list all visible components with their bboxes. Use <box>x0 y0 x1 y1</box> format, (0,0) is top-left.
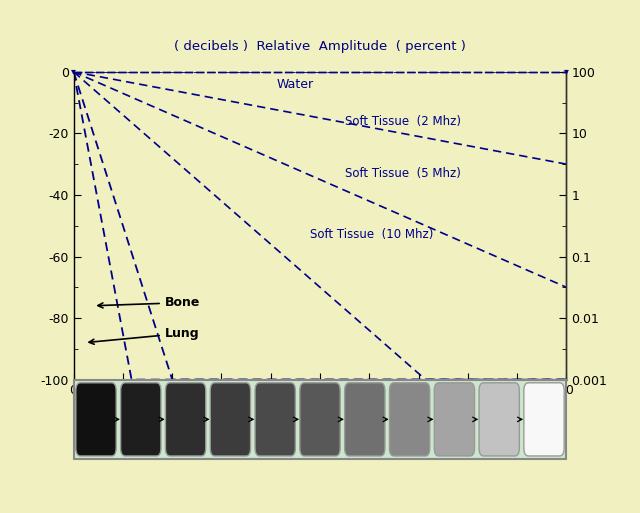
FancyBboxPatch shape <box>389 383 430 456</box>
FancyBboxPatch shape <box>255 383 295 456</box>
Text: Bone: Bone <box>98 296 200 309</box>
FancyBboxPatch shape <box>524 383 564 456</box>
FancyBboxPatch shape <box>120 383 161 456</box>
Text: Soft Tissue  (5 Mhz): Soft Tissue (5 Mhz) <box>345 167 461 180</box>
X-axis label: Distance (cm): Distance (cm) <box>260 439 380 454</box>
FancyBboxPatch shape <box>76 383 116 456</box>
FancyBboxPatch shape <box>300 383 340 456</box>
Text: ▾: ▾ <box>71 66 76 76</box>
FancyBboxPatch shape <box>210 383 250 456</box>
FancyBboxPatch shape <box>479 383 520 456</box>
FancyBboxPatch shape <box>435 383 475 456</box>
Text: Soft Tissue  (10 Mhz): Soft Tissue (10 Mhz) <box>310 228 433 242</box>
FancyBboxPatch shape <box>344 383 385 456</box>
Text: Lung: Lung <box>89 327 200 344</box>
Text: ( decibels )  Relative  Amplitude  ( percent ): ( decibels ) Relative Amplitude ( percen… <box>174 40 466 53</box>
Text: ▾: ▾ <box>564 66 569 76</box>
Text: Soft Tissue  (2 Mhz): Soft Tissue (2 Mhz) <box>345 114 461 128</box>
Text: Water: Water <box>276 77 314 91</box>
FancyBboxPatch shape <box>165 383 206 456</box>
